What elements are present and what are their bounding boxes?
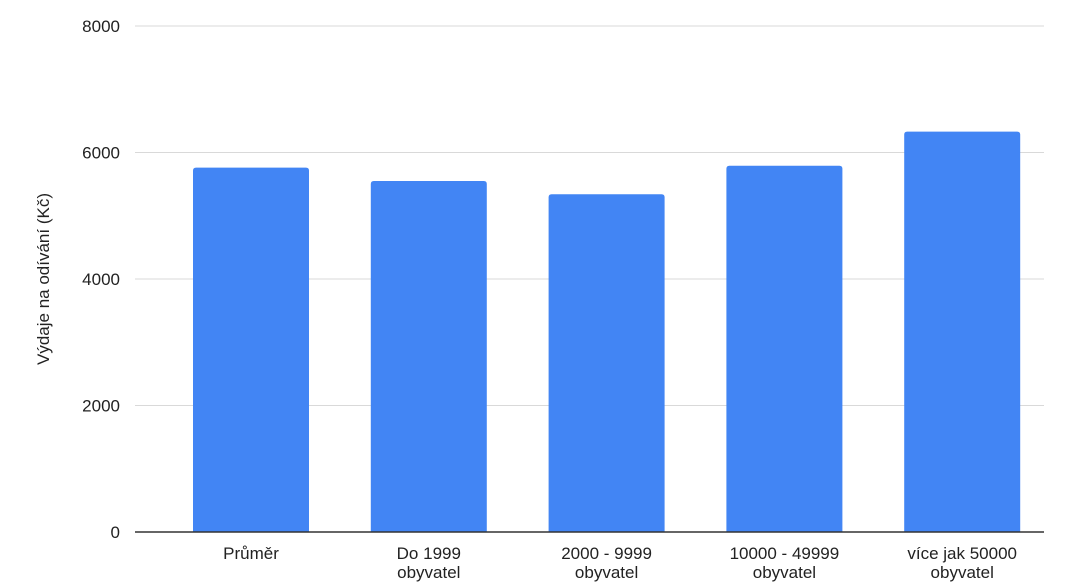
y-axis-title: Výdaje na odívání (Kč) <box>34 193 53 365</box>
x-tick-label-line: obyvatel <box>931 563 994 582</box>
x-tick-label-line: 10000 - 49999 <box>730 544 840 563</box>
y-tick-label: 2000 <box>82 397 120 416</box>
bar <box>548 194 665 532</box>
x-tick-label: Průměr <box>223 544 279 563</box>
bar <box>726 165 843 532</box>
x-tick-label-line: obyvatel <box>397 563 460 582</box>
bar <box>193 167 309 532</box>
y-tick-label: 4000 <box>82 270 120 289</box>
x-tick-label-line: Do 1999 <box>397 544 461 563</box>
x-tick-label-line: obyvatel <box>575 563 638 582</box>
x-tick-label-line: Průměr <box>223 544 279 563</box>
x-tick-label: 10000 - 49999 obyvatel <box>730 544 840 582</box>
bars <box>193 131 1021 532</box>
x-tick-label: více jak 50000 obyvatel <box>907 544 1017 582</box>
y-tick-label: 0 <box>111 523 120 542</box>
x-tick-label-line: obyvatel <box>753 563 816 582</box>
y-axis-ticks: 0 2000 4000 6000 8000 <box>82 17 120 542</box>
x-tick-label: Do 1999 obyvatel <box>397 544 461 582</box>
bar <box>904 131 1021 532</box>
y-tick-label: 8000 <box>82 17 120 36</box>
bar <box>370 180 487 532</box>
x-tick-label-line: více jak 50000 <box>907 544 1017 563</box>
x-tick-label: 2000 - 9999 obyvatel <box>561 544 652 582</box>
x-tick-label-line: 2000 - 9999 <box>561 544 652 563</box>
y-tick-label: 6000 <box>82 144 120 163</box>
